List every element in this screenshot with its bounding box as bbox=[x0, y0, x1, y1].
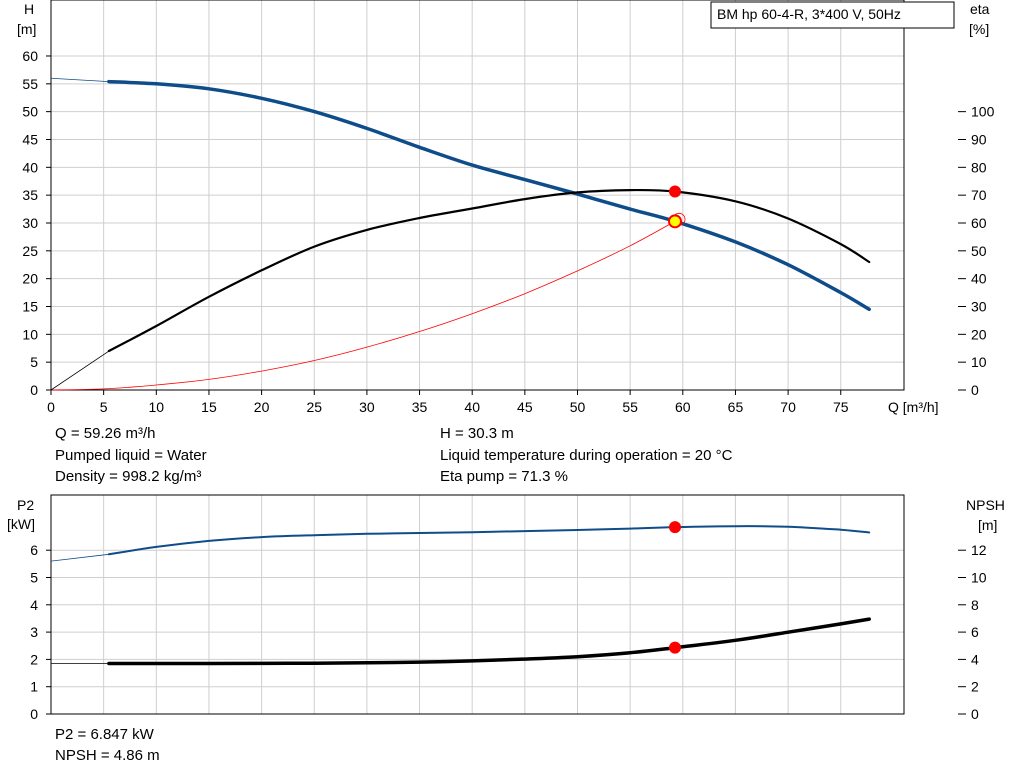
top-grid bbox=[51, 0, 904, 390]
top-curves bbox=[50, 77, 871, 391]
npsh-tick-label: 8 bbox=[971, 597, 979, 613]
y-left-tick-label: 60 bbox=[22, 48, 38, 64]
x-tick-label: 30 bbox=[359, 399, 375, 415]
top-ticks: 0 5 10 15 20 25 30 35 40 45 50 55 60 65 70 75 0 5 10 15 20 25… bbox=[22, 48, 994, 415]
p2-tick-label: 5 bbox=[30, 570, 38, 586]
y-right-tick-label: 60 bbox=[971, 215, 987, 231]
y-left-tick-label: 0 bbox=[30, 382, 38, 398]
y-right-tick-label: 0 bbox=[971, 382, 979, 398]
x-tick-label: 70 bbox=[780, 399, 796, 415]
y-left-tick-label: 35 bbox=[22, 187, 38, 203]
x-axis-title: Q [m³/h] bbox=[888, 399, 939, 415]
x-tick-label: 40 bbox=[464, 399, 480, 415]
x-tick-label: 60 bbox=[675, 399, 691, 415]
bottom-curves bbox=[50, 525, 871, 666]
y-right-tick-label: 40 bbox=[971, 271, 987, 287]
y-right-tick-label: 90 bbox=[971, 131, 987, 147]
y-left-unit: [m] bbox=[17, 21, 36, 37]
duty-point-npsh bbox=[669, 641, 682, 654]
x-tick-label: 75 bbox=[833, 399, 849, 415]
info-p2: P2 = 6.847 kW bbox=[55, 726, 154, 743]
p2-tick-label: 0 bbox=[30, 706, 38, 722]
p2-tick-label: 1 bbox=[30, 679, 38, 695]
npsh-axis-unit: [m] bbox=[978, 517, 997, 533]
y-left-tick-label: 25 bbox=[22, 243, 38, 259]
duty-point-h bbox=[668, 214, 683, 229]
y-left-tick-label: 40 bbox=[22, 159, 38, 175]
y-left-tick-label: 10 bbox=[22, 326, 38, 342]
duty-point-eta bbox=[669, 185, 682, 198]
y-left-tick-label: 45 bbox=[22, 131, 38, 147]
npsh-axis-title: NPSH bbox=[966, 497, 1005, 513]
npsh-tick-label: 10 bbox=[971, 570, 987, 586]
y-left-tick-label: 55 bbox=[22, 76, 38, 92]
y-right-tick-label: 10 bbox=[971, 354, 987, 370]
curve-npsh bbox=[107, 617, 871, 666]
x-tick-label: 5 bbox=[100, 399, 108, 415]
npsh-tick-label: 0 bbox=[971, 706, 979, 722]
curve-system bbox=[50, 220, 676, 391]
y-right-tick-label: 30 bbox=[971, 298, 987, 314]
p2-tick-label: 2 bbox=[30, 651, 38, 667]
npsh-tick-label: 2 bbox=[971, 679, 979, 695]
y-right-tick-label: 50 bbox=[971, 243, 987, 259]
info-density: Density = 998.2 kg/m³ bbox=[55, 468, 202, 485]
y-left-tick-label: 20 bbox=[22, 271, 38, 287]
curve-eta bbox=[107, 188, 871, 353]
x-tick-label: 20 bbox=[254, 399, 270, 415]
npsh-tick-label: 6 bbox=[971, 624, 979, 640]
y-right-tick-label: 20 bbox=[971, 326, 987, 342]
x-tick-label: 55 bbox=[622, 399, 638, 415]
x-tick-label: 0 bbox=[47, 399, 55, 415]
x-tick-label: 65 bbox=[728, 399, 744, 415]
y-right-tick-label: 80 bbox=[971, 159, 987, 175]
info-npsh: NPSH = 4.86 m bbox=[55, 747, 160, 764]
y-right-tick-label: 70 bbox=[971, 187, 987, 203]
operating-points bbox=[668, 185, 686, 654]
extrapolation-p2 bbox=[50, 553, 109, 562]
npsh-tick-label: 4 bbox=[971, 651, 979, 667]
info-liquid: Pumped liquid = Water bbox=[55, 447, 207, 464]
p2-tick-label: 3 bbox=[30, 624, 38, 640]
bottom-grid bbox=[51, 495, 904, 714]
title-box bbox=[710, 1, 955, 29]
extrapolation-h bbox=[50, 77, 109, 82]
y-left-tick-label: 15 bbox=[22, 298, 38, 314]
x-tick-label: 25 bbox=[306, 399, 322, 415]
p2-tick-label: 4 bbox=[30, 597, 38, 613]
x-tick-label: 35 bbox=[412, 399, 428, 415]
y-right-tick-label: 100 bbox=[971, 104, 995, 120]
info-temp: Liquid temperature during operation = 20… bbox=[440, 447, 733, 464]
y-left-tick-label: 30 bbox=[22, 215, 38, 231]
title-box-text: BM hp 60-4-R, 3*400 V, 50Hz bbox=[717, 6, 901, 22]
x-tick-label: 10 bbox=[149, 399, 165, 415]
y-left-title: H bbox=[24, 1, 34, 17]
p2-tick-label: 6 bbox=[30, 542, 38, 558]
duty-point-p2 bbox=[669, 521, 682, 534]
curve-h bbox=[107, 79, 871, 312]
extrapolation-eta bbox=[50, 350, 110, 391]
curve-p2 bbox=[107, 525, 871, 556]
y-left-tick-label: 5 bbox=[30, 354, 38, 370]
y-right-title: eta bbox=[970, 1, 990, 17]
x-tick-label: 45 bbox=[517, 399, 533, 415]
y-right-unit: [%] bbox=[969, 21, 989, 37]
p2-axis-title: P2 bbox=[17, 497, 34, 513]
x-tick-label: 50 bbox=[570, 399, 586, 415]
info-h: H = 30.3 m bbox=[440, 425, 514, 442]
p2-axis-unit: [kW] bbox=[7, 516, 35, 532]
npsh-tick-label: 12 bbox=[971, 542, 987, 558]
info-q: Q = 59.26 m³/h bbox=[55, 425, 156, 442]
x-tick-label: 15 bbox=[201, 399, 217, 415]
y-left-tick-label: 50 bbox=[22, 104, 38, 120]
info-eta: Eta pump = 71.3 % bbox=[440, 468, 568, 485]
